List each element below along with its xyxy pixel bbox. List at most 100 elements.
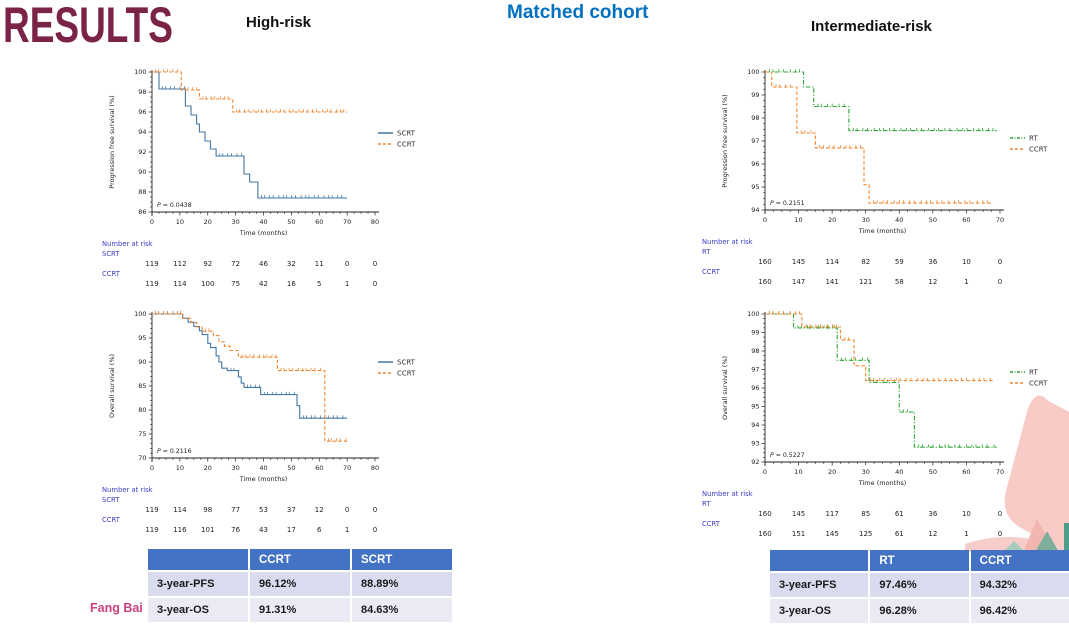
heading-intermediate-risk: Intermediate-risk [811, 18, 932, 35]
svg-text:0: 0 [998, 278, 1002, 286]
table-cell: 96.12% [250, 572, 350, 596]
svg-text:0: 0 [998, 510, 1002, 518]
svg-text:99: 99 [751, 91, 759, 99]
table-cell: 3-year-OS [148, 598, 248, 622]
svg-text:100: 100 [747, 310, 759, 318]
svg-text:6: 6 [317, 526, 322, 534]
svg-text:0: 0 [373, 506, 377, 514]
svg-text:141: 141 [825, 278, 838, 286]
svg-text:CCRT: CCRT [1029, 380, 1048, 388]
svg-text:119: 119 [145, 280, 158, 288]
svg-text:75: 75 [231, 280, 240, 288]
svg-text:58: 58 [895, 278, 904, 286]
svg-text:17: 17 [287, 526, 296, 534]
svg-text:160: 160 [758, 530, 771, 538]
svg-text:90: 90 [138, 168, 146, 176]
svg-text:CCRT: CCRT [102, 270, 121, 278]
svg-text:59: 59 [895, 258, 904, 266]
svg-text:37: 37 [287, 506, 296, 514]
svg-text:60: 60 [315, 464, 323, 472]
table-cell: 3-year-PFS [770, 573, 869, 597]
svg-text:20: 20 [204, 218, 212, 226]
svg-text:61: 61 [895, 510, 904, 518]
svg-text:SCRT: SCRT [397, 359, 416, 367]
svg-text:40: 40 [259, 218, 267, 226]
heading-high-risk: High-risk [246, 14, 312, 31]
svg-text:12: 12 [928, 278, 937, 286]
svg-text:60: 60 [962, 216, 970, 224]
svg-text:40: 40 [895, 216, 903, 224]
table-cell: 88.89% [352, 572, 452, 596]
svg-text:36: 36 [928, 258, 937, 266]
svg-text:1: 1 [345, 526, 349, 534]
svg-text:SCRT: SCRT [102, 496, 120, 504]
svg-text:0: 0 [373, 260, 377, 268]
svg-text:30: 30 [231, 218, 239, 226]
svg-text:Time (months): Time (months) [239, 229, 288, 237]
svg-text:11: 11 [315, 260, 324, 268]
svg-text:125: 125 [859, 530, 872, 538]
svg-text:20: 20 [204, 464, 212, 472]
svg-text:5: 5 [317, 280, 321, 288]
chart-intermediate-risk-pfs: 94 95 96 97 98 99 100 0 10 20 30 40 50 60 70 Time (mont… [700, 50, 1069, 300]
svg-text:76: 76 [231, 526, 240, 534]
svg-text:Overall survival (%): Overall survival (%) [108, 354, 116, 418]
table-cell: 97.46% [870, 573, 969, 597]
svg-text:121: 121 [859, 278, 872, 286]
svg-text:70: 70 [343, 218, 351, 226]
svg-text:0: 0 [998, 530, 1002, 538]
svg-text:SCRT: SCRT [102, 250, 120, 258]
svg-text:Progression free survival (%): Progression free survival (%) [108, 95, 116, 188]
svg-text:0: 0 [345, 260, 349, 268]
svg-text:96: 96 [751, 384, 759, 392]
svg-text:53: 53 [259, 506, 268, 514]
table-cell: 96.42% [970, 599, 1069, 623]
svg-text:10: 10 [176, 218, 184, 226]
svg-text:16: 16 [287, 280, 296, 288]
table-cell: 94.32% [970, 573, 1069, 597]
svg-text:95: 95 [751, 183, 759, 191]
svg-text:98: 98 [751, 114, 759, 122]
table-row: CCRT SCRT [148, 549, 452, 570]
svg-text:70: 70 [996, 216, 1004, 224]
svg-text:12: 12 [928, 530, 937, 538]
svg-text:RT: RT [702, 248, 711, 256]
svg-text:Time (months): Time (months) [858, 227, 907, 235]
table-header-cell: CCRT [970, 550, 1069, 571]
svg-text:CCRT: CCRT [702, 268, 721, 276]
svg-text:92: 92 [203, 260, 212, 268]
svg-text:50: 50 [929, 468, 937, 476]
svg-text:10: 10 [794, 468, 802, 476]
svg-text:117: 117 [825, 510, 838, 518]
svg-text:145: 145 [792, 258, 805, 266]
svg-text:RT: RT [1029, 135, 1038, 143]
svg-text:97: 97 [751, 366, 759, 374]
chart-high-risk-pfs: 86 88 90 92 94 96 98 100 0 10 20 30 40 50 60 70 80 Time (… [100, 58, 520, 297]
table-header-cell [148, 549, 248, 570]
svg-text:32: 32 [287, 260, 296, 268]
svg-text:CCRT: CCRT [102, 516, 121, 524]
svg-text:101: 101 [201, 526, 214, 534]
svg-text:147: 147 [792, 278, 805, 286]
svg-text:100: 100 [201, 280, 214, 288]
svg-text:114: 114 [173, 506, 187, 514]
svg-text:98: 98 [751, 347, 759, 355]
svg-text:43: 43 [259, 526, 268, 534]
svg-text:82: 82 [861, 258, 870, 266]
table-row: 3-year-PFS 97.46% 94.32% [770, 573, 1069, 597]
svg-text:P = 0.5227: P = 0.5227 [770, 452, 805, 459]
svg-text:0: 0 [345, 506, 349, 514]
svg-text:70: 70 [996, 468, 1004, 476]
table-header-cell [770, 550, 869, 571]
svg-text:75: 75 [138, 430, 146, 438]
svg-text:100: 100 [134, 68, 146, 76]
svg-text:10: 10 [176, 464, 184, 472]
svg-text:P = 0.2151: P = 0.2151 [770, 200, 805, 207]
svg-text:100: 100 [134, 310, 146, 318]
svg-text:95: 95 [751, 403, 759, 411]
svg-text:77: 77 [231, 506, 240, 514]
